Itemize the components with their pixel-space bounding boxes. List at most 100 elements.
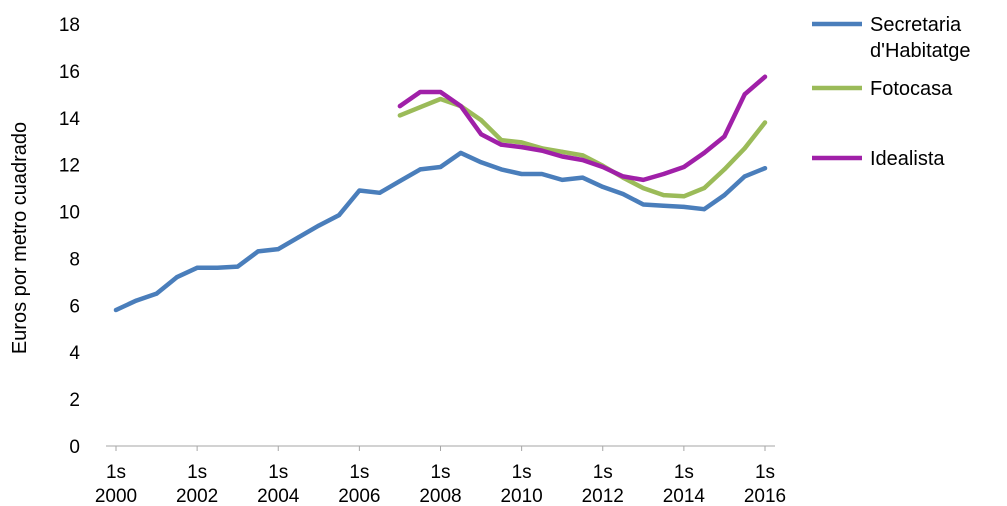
data-point <box>763 120 767 125</box>
x-tick-label-line1: 1s <box>268 462 288 483</box>
y-tick-label: 18 <box>59 15 80 36</box>
data-point <box>722 134 727 139</box>
data-point <box>134 298 139 303</box>
data-point <box>702 150 707 155</box>
y-tick-label: 14 <box>59 109 81 130</box>
y-tick-label: 16 <box>59 62 80 83</box>
data-point <box>722 193 727 198</box>
legend-label: Secretaria <box>870 14 962 36</box>
legend: Secretaria d'Habitatge Fotocasa Idealista <box>812 14 971 170</box>
data-point <box>580 175 585 180</box>
x-tick-label-line1: 1s <box>430 462 450 483</box>
y-tick-label: 2 <box>69 390 80 411</box>
data-point <box>479 160 484 165</box>
y-axis-ticks: 0 2 4 6 8 10 12 14 16 18 <box>59 15 81 458</box>
y-tick-label: 8 <box>69 249 80 270</box>
data-point <box>641 202 646 207</box>
data-point <box>357 188 362 193</box>
data-point <box>681 194 686 199</box>
data-point <box>418 90 423 94</box>
x-tick-label-line2: 2000 <box>95 486 137 506</box>
legend-label: Idealista <box>870 148 945 170</box>
data-point <box>479 118 484 123</box>
data-point <box>560 149 565 154</box>
x-tick-label-line1: 1s <box>674 462 694 483</box>
data-point <box>499 167 504 172</box>
data-point <box>539 148 544 153</box>
data-point <box>621 192 625 196</box>
y-tick-label: 4 <box>69 343 80 364</box>
data-point <box>499 138 504 143</box>
x-axis-ticks: 1s 2000 1s 2002 1s 2004 1s 2006 1s 2008 1s 2010 1s 20… <box>95 446 786 506</box>
data-point <box>256 249 260 254</box>
data-point <box>763 166 767 171</box>
data-point <box>458 104 463 109</box>
data-point <box>661 203 666 208</box>
data-point <box>621 174 625 179</box>
x-tick-label-line2: 2010 <box>500 486 542 506</box>
y-tick-label: 10 <box>59 203 80 224</box>
data-point <box>276 247 281 252</box>
x-tick-label-line2: 2012 <box>582 486 624 506</box>
data-point <box>519 172 524 176</box>
y-axis-title: Euros por metro cuadrado <box>9 122 31 354</box>
data-point <box>661 172 666 176</box>
series-line-idealista <box>397 74 768 183</box>
x-tick-label-line2: 2002 <box>176 486 218 506</box>
y-tick-label: 12 <box>59 156 80 177</box>
data-point <box>458 150 463 155</box>
data-point <box>499 142 504 147</box>
data-point <box>235 264 240 269</box>
data-point <box>438 97 443 101</box>
x-tick-label-line2: 2004 <box>257 486 300 506</box>
data-point <box>560 154 565 159</box>
legend-label: d'Habitatge <box>870 40 971 62</box>
data-point <box>114 308 118 312</box>
data-point <box>580 158 585 162</box>
data-point <box>641 186 646 191</box>
data-point <box>296 235 301 240</box>
x-tick-label-line1: 1s <box>512 462 532 483</box>
data-point <box>742 92 747 97</box>
data-point <box>742 174 747 179</box>
data-point <box>519 145 524 150</box>
data-point <box>742 146 747 151</box>
data-point <box>560 177 565 182</box>
series-line-secretaria-d-habitatge <box>113 150 768 313</box>
data-point <box>702 207 707 212</box>
data-point <box>539 172 544 176</box>
x-tick-label-line1: 1s <box>755 462 775 483</box>
data-point <box>600 184 605 189</box>
x-tick-label-line2: 2006 <box>338 486 380 506</box>
x-tick-label-line2: 2016 <box>744 486 786 506</box>
y-tick-label: 6 <box>69 296 80 317</box>
x-tick-label-line1: 1s <box>593 462 613 483</box>
data-point <box>702 186 707 191</box>
data-point <box>174 275 179 280</box>
data-point <box>641 177 646 182</box>
data-point <box>377 190 382 195</box>
data-point <box>661 193 666 198</box>
data-point <box>195 265 200 270</box>
x-tick-label-line1: 1s <box>187 462 207 483</box>
x-tick-label-line1: 1s <box>106 462 126 483</box>
x-tick-label-line2: 2014 <box>663 486 706 506</box>
data-point <box>438 90 443 94</box>
y-tick-label: 0 <box>69 437 80 458</box>
data-point <box>397 113 402 118</box>
data-point <box>722 167 727 172</box>
data-point <box>600 165 605 169</box>
data-point <box>763 74 767 79</box>
data-point <box>681 165 686 169</box>
x-tick-label-line2: 2008 <box>419 486 461 506</box>
data-point <box>479 132 484 137</box>
data-point <box>215 265 220 270</box>
data-point <box>154 291 159 296</box>
data-point <box>418 105 423 110</box>
data-point <box>397 179 402 184</box>
data-point <box>519 140 524 145</box>
data-point <box>580 153 585 158</box>
data-point <box>438 165 443 169</box>
